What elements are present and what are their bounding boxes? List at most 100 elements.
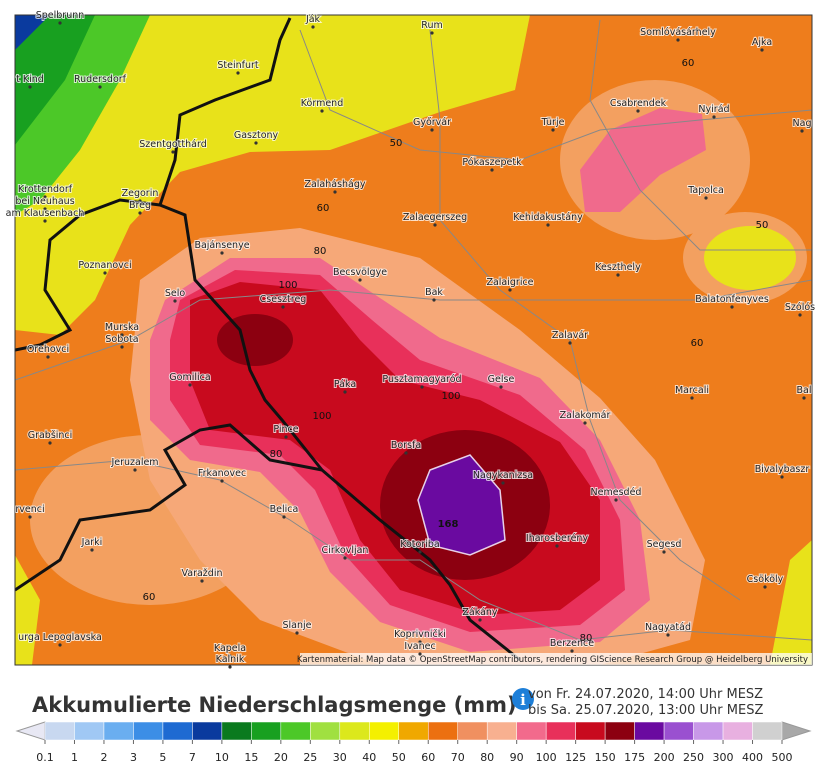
place-dot bbox=[418, 550, 422, 554]
place-dot bbox=[98, 85, 102, 89]
place-dot bbox=[546, 223, 550, 227]
place-label: Szentgotthárd bbox=[139, 139, 207, 150]
place-dot bbox=[358, 278, 362, 282]
legend-swatch bbox=[44, 721, 75, 741]
place-label: urga Lepoglavska bbox=[18, 632, 102, 643]
place-dot bbox=[295, 631, 299, 635]
place-label: Belica bbox=[270, 504, 299, 515]
contour-label: 60 bbox=[682, 58, 695, 69]
place-dot bbox=[666, 633, 670, 637]
legend-swatch bbox=[280, 721, 311, 741]
legend-swatch bbox=[192, 721, 223, 741]
place-label: Zákány bbox=[462, 607, 498, 618]
place-label: Kotoriba bbox=[400, 539, 440, 550]
legend-value: 5 bbox=[159, 751, 166, 764]
legend-value: 60 bbox=[421, 751, 435, 764]
place-dot bbox=[501, 481, 505, 485]
legend-value: 0.1 bbox=[36, 751, 54, 764]
place-dot bbox=[28, 85, 32, 89]
place-label: Tapolca bbox=[687, 185, 724, 196]
legend-swatch bbox=[545, 721, 576, 741]
legend-swatch bbox=[634, 721, 665, 741]
legend-value: 400 bbox=[742, 751, 763, 764]
info-icon[interactable] bbox=[512, 688, 534, 710]
place-label: Gelse bbox=[488, 374, 515, 385]
place-dot bbox=[333, 190, 337, 194]
place-label: t Kind bbox=[16, 74, 44, 85]
place-label: Berzence bbox=[550, 638, 594, 649]
place-label: Nemesdéd bbox=[591, 487, 642, 498]
roads bbox=[15, 19, 812, 641]
contour-label: 50 bbox=[390, 138, 403, 149]
period-from: von Fr. 24.07.2020, 14:00 Uhr MESZ bbox=[528, 687, 763, 702]
place-label: Koprivnički bbox=[394, 629, 446, 640]
place-dot bbox=[343, 556, 347, 560]
place-label: Krottendorf bbox=[18, 184, 73, 195]
legend-swatch bbox=[369, 721, 400, 741]
place-label: Poznanovci bbox=[78, 260, 131, 271]
place-dot bbox=[499, 385, 503, 389]
place-dot bbox=[760, 48, 764, 52]
place-dot bbox=[616, 273, 620, 277]
place-dot bbox=[676, 38, 680, 42]
place-label: Nyirád bbox=[698, 104, 729, 115]
place-dot bbox=[636, 109, 640, 113]
legend-swatch bbox=[251, 721, 282, 741]
attribution: Kartenmaterial: Map data © OpenStreetMap… bbox=[297, 655, 808, 665]
contour-label: 80 bbox=[270, 449, 283, 460]
legend-value: 500 bbox=[772, 751, 793, 764]
place-dot bbox=[46, 355, 50, 359]
legend-value: 150 bbox=[595, 751, 616, 764]
place-label: Zegorin bbox=[122, 188, 159, 199]
legend-swatch bbox=[722, 721, 753, 741]
place-label: Becsvölgye bbox=[333, 267, 387, 278]
place-dot bbox=[282, 515, 286, 519]
place-dot bbox=[133, 468, 137, 472]
legend-value: 10 bbox=[215, 751, 229, 764]
place-label: Iharosberény bbox=[526, 533, 589, 544]
legend-title: Akkumulierte Niederschlagsmenge (mm) bbox=[32, 693, 517, 717]
period-to: bis Sa. 25.07.2020, 13:00 Uhr MESZ bbox=[528, 703, 763, 718]
legend-swatch bbox=[339, 721, 370, 741]
place-dot bbox=[418, 640, 422, 644]
place-label: Murska bbox=[105, 322, 139, 333]
place-label: Nagykanizsa bbox=[473, 470, 533, 481]
place-dot bbox=[171, 150, 175, 154]
place-dot bbox=[490, 168, 494, 172]
contour-label: 50 bbox=[756, 220, 769, 231]
legend-value: 1 bbox=[71, 751, 78, 764]
place-label: Zalaháshágy bbox=[304, 179, 365, 190]
place-label: Nagyatád bbox=[645, 622, 691, 633]
place-dot bbox=[281, 305, 285, 309]
place-dot bbox=[220, 251, 224, 255]
place-dot bbox=[58, 21, 62, 25]
place-dot bbox=[320, 109, 324, 113]
place-dot bbox=[43, 195, 47, 199]
place-dot bbox=[138, 211, 142, 215]
place-dot bbox=[763, 585, 767, 589]
place-label: Ivanec bbox=[404, 641, 435, 652]
place-label: Bivalybaszr bbox=[755, 464, 810, 475]
legend-swatch bbox=[604, 721, 635, 741]
attribution-bg bbox=[300, 653, 812, 665]
color-legend: 0.1 1 2 3 5 7 10 15 20 25 30 40 50 60 70 80 90 100 125 150 1… bbox=[15, 721, 812, 764]
legend-value: 15 bbox=[244, 751, 258, 764]
place-dot bbox=[43, 219, 47, 223]
legend-value: 30 bbox=[333, 751, 347, 764]
place-label: Bak bbox=[425, 287, 443, 298]
place-label: Spelbrunn bbox=[36, 10, 85, 21]
place-dot bbox=[188, 383, 192, 387]
place-dot bbox=[800, 129, 804, 133]
legend-value: 2 bbox=[100, 751, 107, 764]
place-label: Pince bbox=[273, 424, 298, 435]
place-dot bbox=[120, 333, 124, 337]
legend-value: 40 bbox=[362, 751, 376, 764]
place-label: Cirkovljan bbox=[322, 545, 369, 556]
legend-arrow-right bbox=[781, 721, 812, 741]
legend-swatch bbox=[457, 721, 488, 741]
place-label: Orehovci bbox=[27, 344, 69, 355]
legend-value: 80 bbox=[480, 751, 494, 764]
place-label: Keszthely bbox=[595, 262, 641, 273]
place-label: Rum bbox=[421, 20, 442, 31]
